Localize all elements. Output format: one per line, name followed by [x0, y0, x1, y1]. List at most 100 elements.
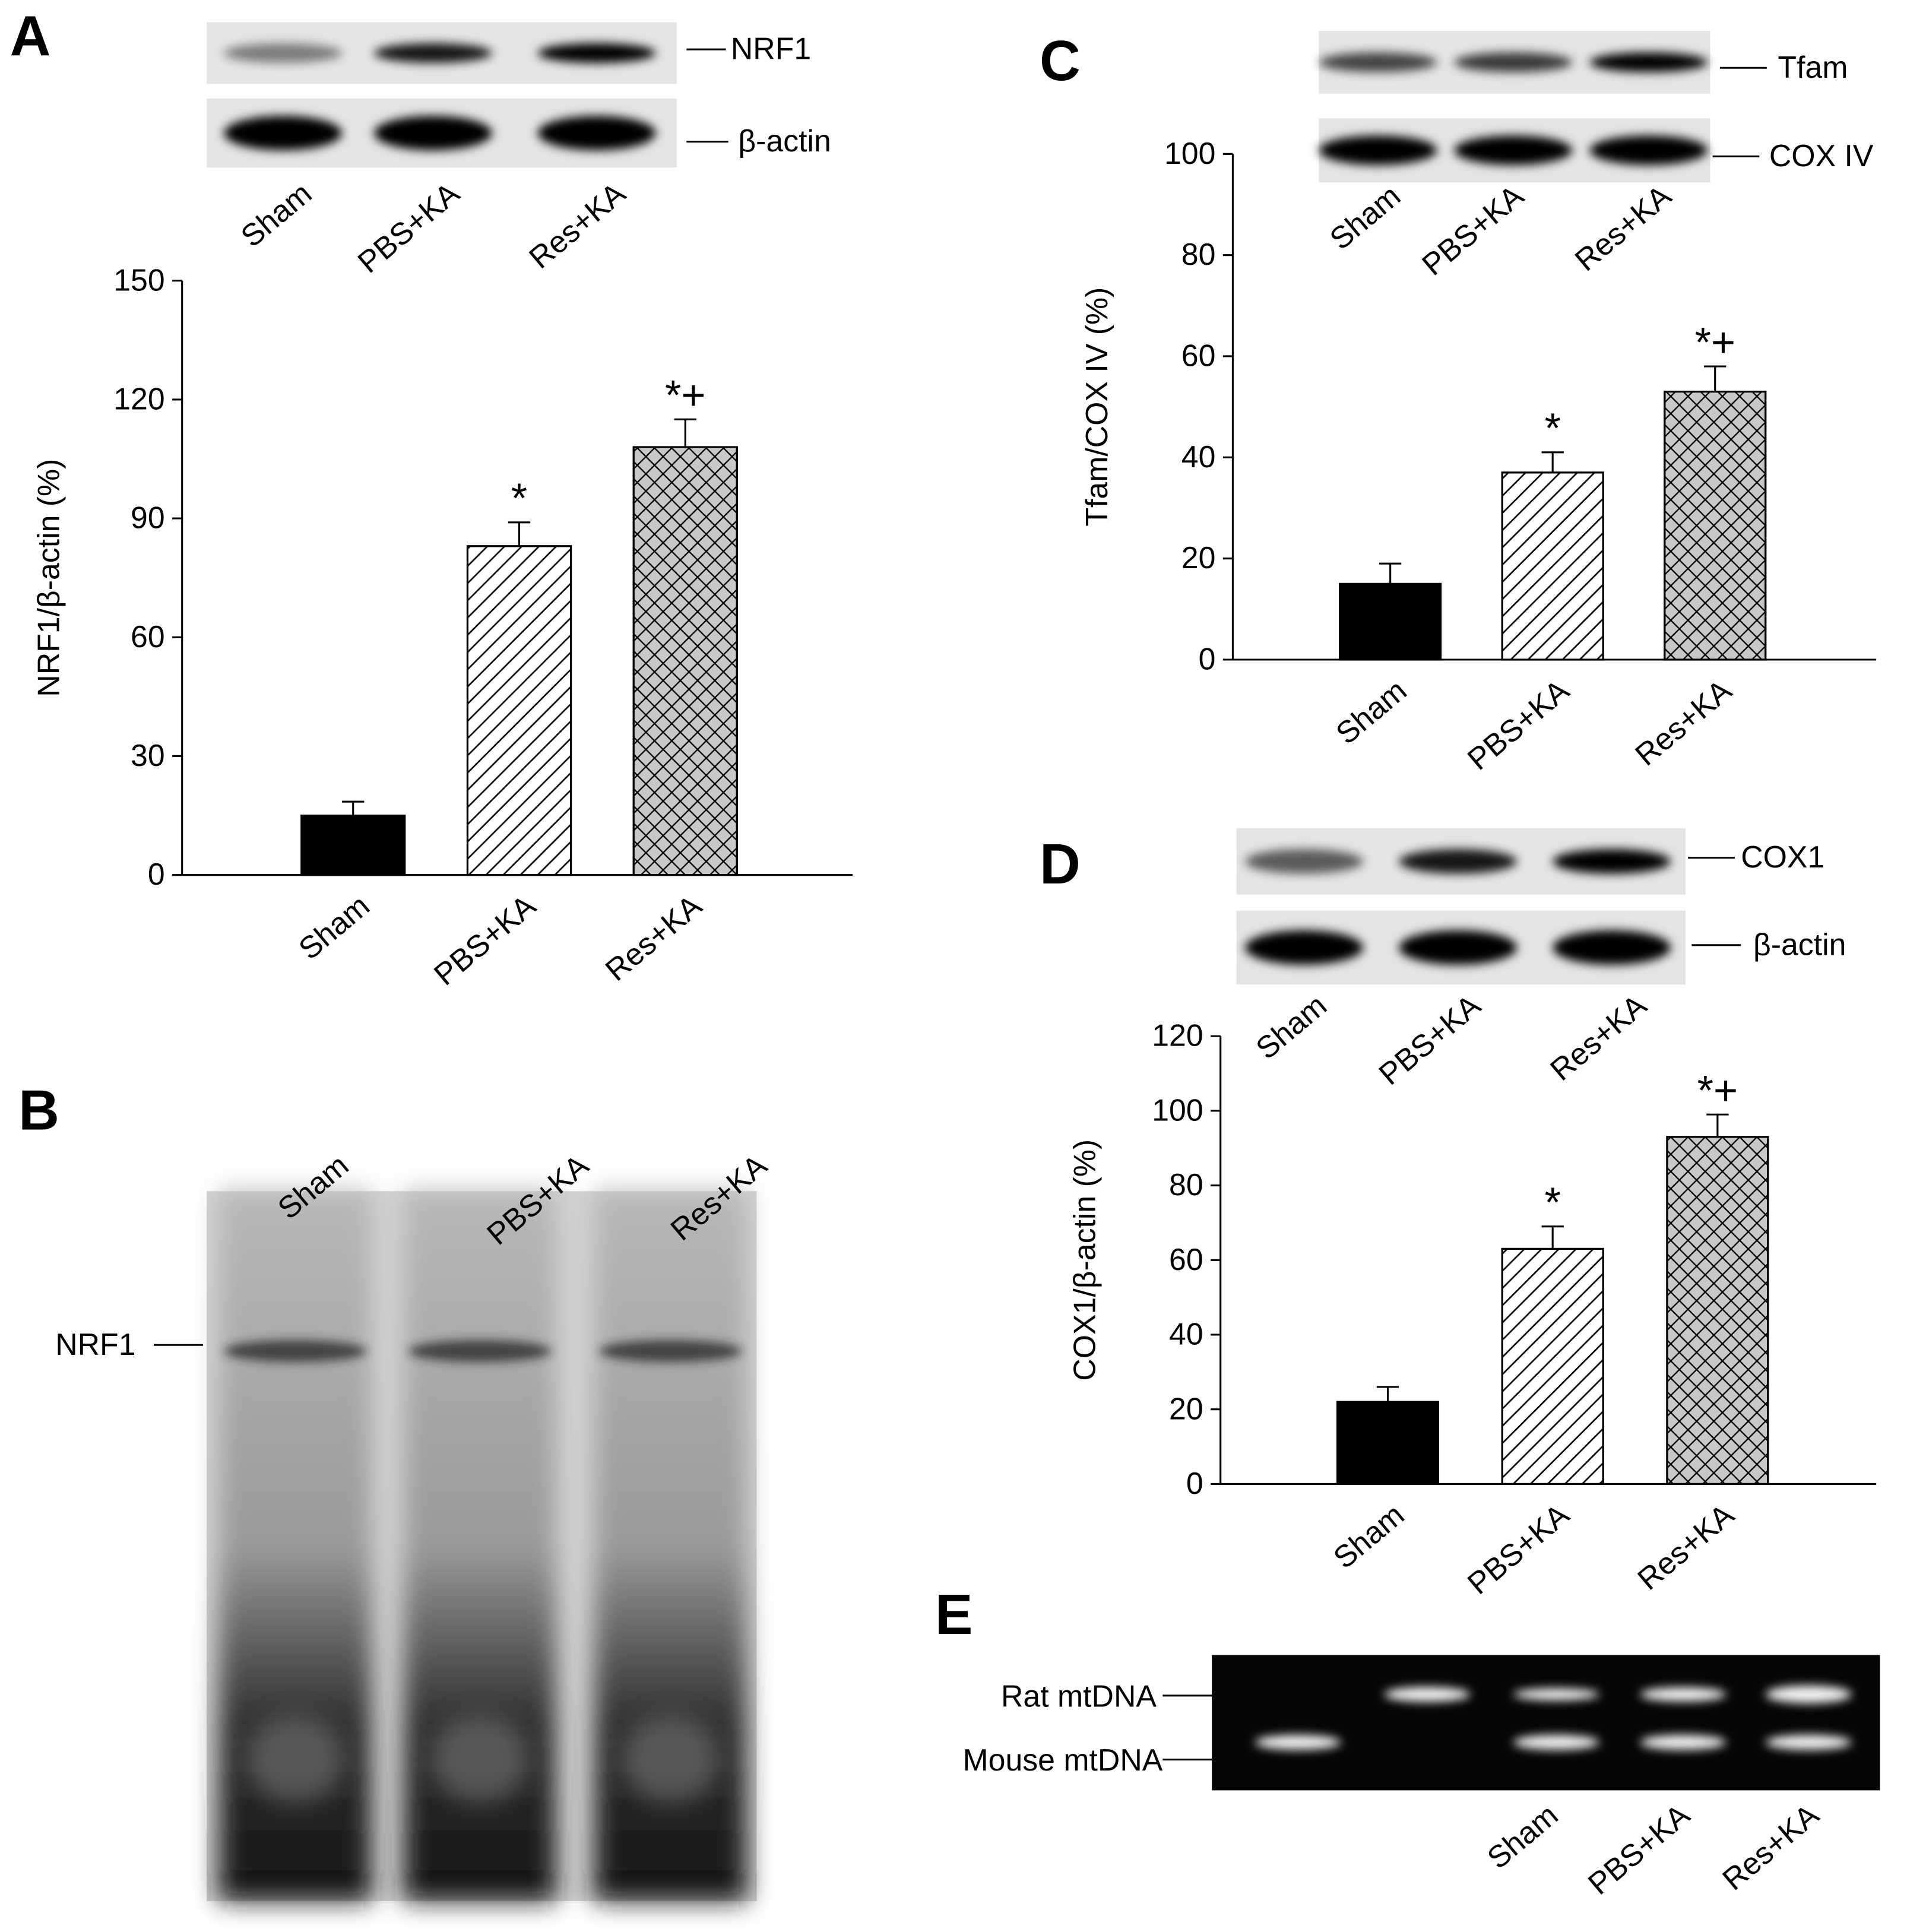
lane-label: Res+KA [1568, 178, 1677, 278]
band-label: β-actin [1753, 927, 1846, 961]
x-tick-label: Sham [1329, 673, 1413, 750]
gel-spot [430, 1716, 530, 1803]
band-label: Tfam [1778, 50, 1848, 84]
band [1454, 52, 1573, 72]
y-axis-label: COX1/β-actin (%) [1067, 1139, 1101, 1381]
y-tick-label: 40 [1181, 439, 1216, 474]
band [408, 1339, 552, 1363]
y-tick-label: 0 [1186, 1466, 1203, 1500]
panel-label: C [1040, 30, 1081, 93]
band [1319, 135, 1437, 165]
panel-label: D [1040, 833, 1081, 896]
x-tick-label: Res+KA [598, 888, 708, 987]
band [1319, 52, 1437, 72]
band-label: β-actin [738, 123, 831, 158]
y-tick-label: 100 [1152, 1092, 1203, 1127]
bar-hatch [1501, 1247, 1604, 1485]
significance-mark: * [1544, 1179, 1560, 1225]
significance-mark: * [1544, 404, 1560, 451]
y-tick-label: 40 [1169, 1317, 1203, 1351]
y-tick-label: 150 [113, 262, 164, 297]
band [1245, 849, 1364, 874]
x-tick-label: PBS+KA [427, 888, 542, 992]
bar-hatch [466, 545, 572, 876]
band [1513, 1735, 1599, 1750]
band [224, 1339, 367, 1363]
band [537, 116, 656, 151]
bar [300, 815, 406, 876]
y-tick-label: 20 [1169, 1391, 1203, 1426]
x-tick-label: Sham [292, 888, 376, 966]
significance-mark: * [511, 474, 527, 521]
band [1513, 1688, 1599, 1700]
band [1589, 135, 1708, 165]
lane-label: Sham [235, 176, 318, 254]
significance-mark: *+ [665, 372, 706, 419]
band-label: NRF1 [55, 1327, 135, 1361]
band [1589, 52, 1708, 72]
gel-spot [246, 1716, 345, 1803]
lane-label: Sham [1323, 178, 1407, 256]
band [224, 43, 343, 63]
lane-label: PBS+KA [1415, 178, 1530, 282]
panel-label: E [935, 1583, 973, 1646]
bar [1339, 582, 1442, 661]
band [1399, 930, 1518, 965]
y-tick-label: 60 [1169, 1242, 1203, 1277]
lane-label: Sham [1481, 1797, 1564, 1875]
bar-hatch [632, 446, 738, 876]
lane-label: PBS+KA [351, 176, 465, 280]
y-tick-label: 90 [131, 501, 165, 535]
x-tick-label: PBS+KA [1461, 673, 1576, 777]
y-tick-label: 100 [1164, 136, 1215, 170]
band [1765, 1685, 1852, 1703]
band [1640, 1687, 1727, 1702]
y-tick-label: 0 [1199, 642, 1216, 676]
lane-label: Res+KA [1716, 1797, 1825, 1897]
panel-label: B [18, 1079, 59, 1142]
band [224, 116, 343, 151]
significance-mark: *+ [1694, 318, 1735, 365]
y-tick-label: 120 [1152, 1018, 1203, 1053]
y-axis-label: NRF1/β-actin (%) [31, 459, 65, 697]
band [1399, 849, 1518, 874]
x-tick-label: Res+KA [1631, 1497, 1740, 1597]
bar-hatch [1664, 391, 1767, 661]
y-tick-label: 60 [1181, 338, 1216, 373]
y-tick-label: 20 [1181, 540, 1216, 575]
bar-hatch [1666, 1136, 1769, 1485]
band [1640, 1735, 1727, 1750]
bar [1336, 1401, 1440, 1485]
gel-spot [621, 1716, 720, 1803]
x-tick-label: PBS+KA [1461, 1497, 1576, 1601]
y-axis-label: Tfam/COX IV (%) [1079, 287, 1114, 527]
band [1255, 1735, 1341, 1750]
lane-label: Sham [1249, 988, 1333, 1066]
y-tick-label: 80 [1169, 1167, 1203, 1202]
band [1454, 135, 1573, 165]
band [537, 43, 656, 63]
band [1553, 849, 1671, 874]
band [1765, 1735, 1852, 1750]
lane-label: PBS+KA [1582, 1797, 1696, 1901]
y-tick-label: 0 [148, 857, 165, 891]
band [373, 43, 492, 63]
band-label: Rat mtDNA [1001, 1678, 1157, 1713]
y-tick-label: 80 [1181, 237, 1216, 271]
x-tick-label: Res+KA [1629, 673, 1738, 772]
band [1553, 930, 1671, 965]
band [1384, 1687, 1471, 1702]
bar-hatch [1501, 471, 1604, 661]
significance-mark: *+ [1697, 1067, 1738, 1114]
y-tick-label: 60 [131, 619, 165, 654]
lane-label: PBS+KA [1372, 987, 1487, 1091]
band-label: COX1 [1741, 840, 1824, 874]
band [373, 116, 492, 151]
x-tick-label: Sham [1327, 1497, 1411, 1575]
gel [1212, 1655, 1880, 1791]
lane-label: Res+KA [1544, 987, 1653, 1087]
y-tick-label: 120 [113, 382, 164, 416]
band [599, 1339, 742, 1363]
